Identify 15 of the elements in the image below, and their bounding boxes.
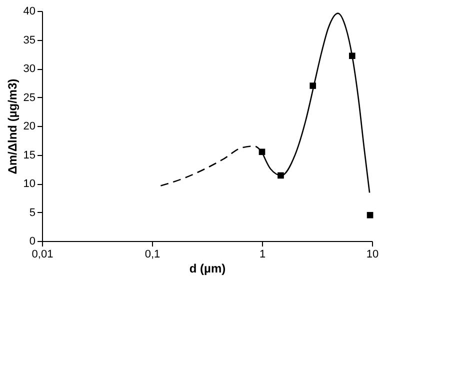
- y-tick-label: 40: [23, 6, 36, 18]
- y-tick-label: 20: [23, 120, 36, 132]
- x-tick-label: 0,01: [32, 248, 54, 260]
- y-tick-label: 25: [23, 92, 36, 104]
- y-tick-label: 30: [23, 63, 36, 75]
- x-tick-label: 1: [259, 248, 266, 260]
- y-tick-label: 35: [23, 34, 36, 46]
- y-tick-label: 10: [23, 178, 36, 190]
- y-tick-label: 15: [23, 149, 36, 162]
- x-tick-label: 10: [366, 248, 379, 260]
- y-axis-title: Δm/Δlnd (µg/m3): [5, 78, 20, 174]
- y-tick-label: 0: [29, 236, 36, 248]
- x-axis-title: d (µm): [189, 262, 226, 276]
- x-tick-label: 0,1: [144, 248, 160, 260]
- y-tick-label: 5: [29, 206, 36, 219]
